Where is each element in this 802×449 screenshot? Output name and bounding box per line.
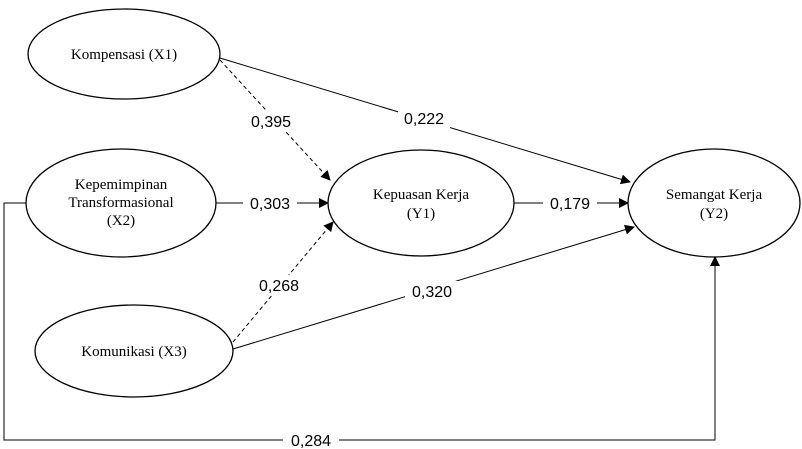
node-y2-label-line2: (Y2) (700, 206, 728, 222)
node-x2-label-line2: Transformasional (68, 195, 173, 211)
edge-y1-y2-label: 0,179 (550, 196, 590, 213)
node-x2: Kepemimpinan Transformasional (X2) (25, 148, 217, 258)
node-y1-label-line1: Kepuasan Kerja (373, 187, 470, 203)
edge-x3-y1: 0,268 (232, 221, 334, 343)
node-y2-label-line1: Semangat Kerja (666, 187, 763, 203)
edge-x3-y2-label: 0,320 (412, 284, 452, 301)
node-x2-label-line1: Kepemimpinan (75, 177, 168, 193)
edge-x2-y1: 0,303 (216, 193, 329, 213)
edge-x1-y1-label: 0,395 (251, 114, 291, 131)
edge-x2-y2-label: 0,284 (291, 433, 331, 449)
node-y1: Kepuasan Kerja (Y1) (327, 149, 515, 257)
edge-x3-y2: 0,320 (232, 224, 635, 350)
edge-x2-y1-label: 0,303 (250, 196, 290, 213)
node-x3: Komunikasi (X3) (34, 304, 234, 398)
node-y2: Semangat Kerja (Y2) (627, 148, 801, 258)
edge-y1-y2: 0,179 (514, 193, 629, 213)
edge-x1-y2-label: 0,222 (404, 111, 444, 128)
edge-x1-y1: 0,395 (219, 59, 331, 181)
edge-x2-y2: 0,284 (3, 202, 720, 449)
edge-x3-y1-label: 0,268 (259, 278, 299, 295)
node-x2-label-line3: (X2) (107, 213, 135, 229)
edge-x1-y1-line (219, 59, 331, 181)
node-y1-label-line2: (Y1) (407, 206, 435, 222)
edge-x1-y2: 0,222 (219, 57, 631, 185)
node-x1-label: Kompensasi (X1) (71, 47, 177, 63)
edge-x2-y2-line (3, 202, 720, 441)
node-x3-label: Komunikasi (X3) (81, 344, 186, 360)
node-x1: Kompensasi (X1) (27, 8, 221, 100)
